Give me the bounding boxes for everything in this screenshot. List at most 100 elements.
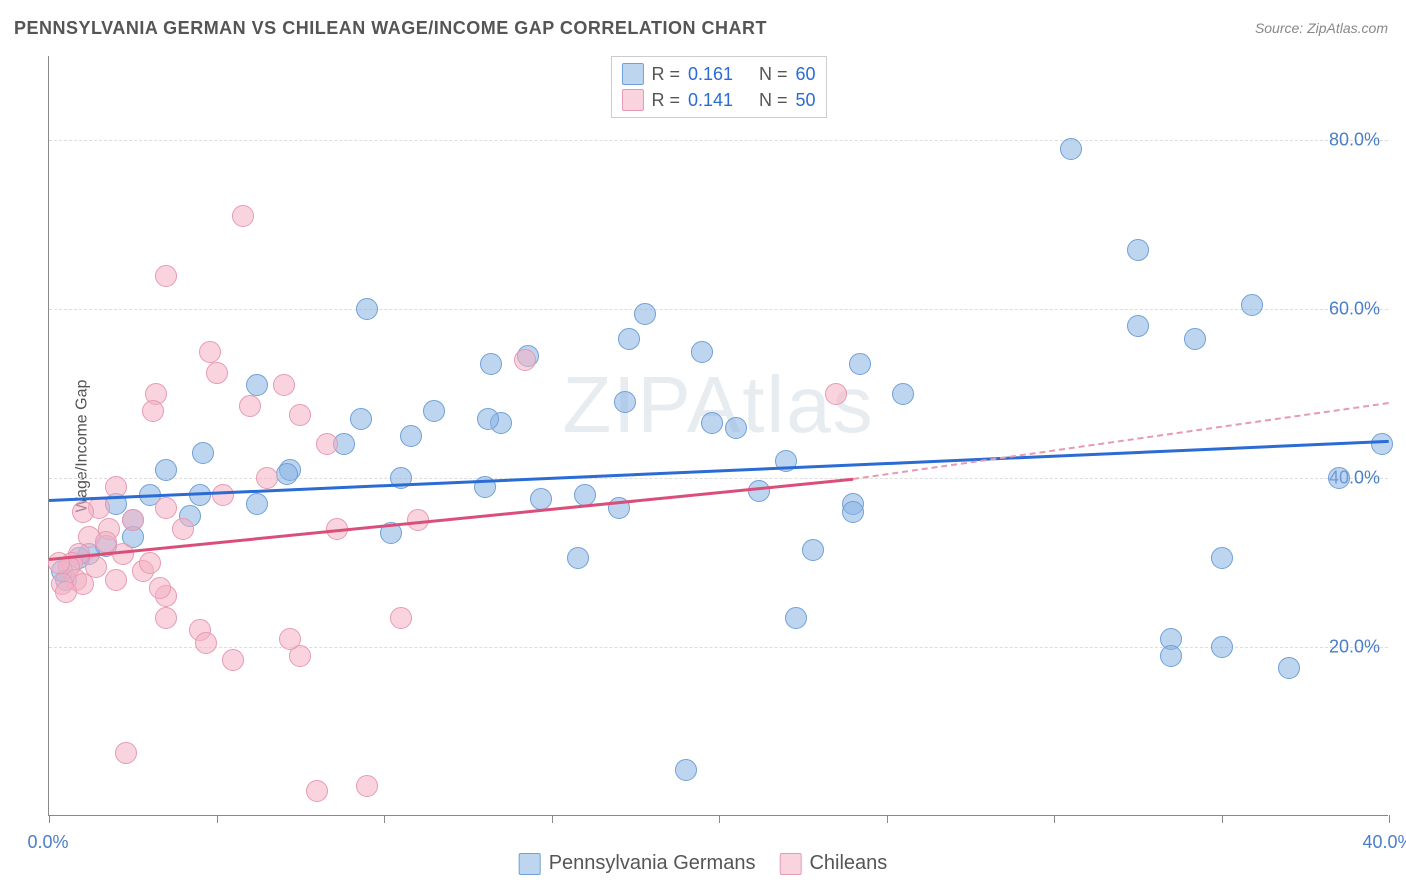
data-point [155,607,177,629]
data-point [1328,467,1350,489]
data-point [48,552,70,574]
data-point [273,374,295,396]
legend-row-series-2: R = 0.141 N = 50 [621,87,815,113]
data-point [139,552,161,574]
n-value-series-1: 60 [796,64,816,85]
swatch-series-2 [779,853,801,875]
n-label: N = [759,64,788,85]
data-point [206,362,228,384]
data-point [725,417,747,439]
series-legend: Pennsylvania Germans Chileans [519,852,888,875]
x-tick-label: 40.0% [1362,832,1406,853]
data-point [1127,239,1149,261]
data-point [122,509,144,531]
data-point [634,303,656,325]
x-tick [887,815,888,823]
data-point [232,205,254,227]
legend-item-series-1: Pennsylvania Germans [519,852,756,875]
data-point [1184,328,1206,350]
data-point [785,607,807,629]
data-point [390,607,412,629]
data-point [192,442,214,464]
data-point [675,759,697,781]
data-point [115,742,137,764]
data-point [55,581,77,603]
data-point [1371,433,1393,455]
data-point [614,391,636,413]
data-point [195,632,217,654]
legend-item-series-2: Chileans [779,852,887,875]
y-tick-label: 20.0% [1329,637,1380,658]
data-point [1127,315,1149,337]
x-tick [552,815,553,823]
data-point [1211,636,1233,658]
data-point [1241,294,1263,316]
data-point [1160,645,1182,667]
swatch-series-1 [519,853,541,875]
data-point [239,395,261,417]
data-point [849,353,871,375]
r-value-series-2: 0.141 [688,90,733,111]
data-point [172,518,194,540]
swatch-series-2 [621,89,643,111]
x-tick [1222,815,1223,823]
data-point [85,556,107,578]
x-tick [1054,815,1055,823]
data-point [256,467,278,489]
swatch-series-1 [621,63,643,85]
n-value-series-2: 50 [796,90,816,111]
data-point [400,425,422,447]
y-tick-label: 60.0% [1329,299,1380,320]
data-point [149,577,171,599]
plot-area: ZIPAtlas R = 0.161 N = 60 R = 0.141 N = … [48,56,1388,816]
data-point [1211,547,1233,569]
data-point [279,628,301,650]
data-point [289,404,311,426]
grid-line [49,647,1388,648]
data-point [155,265,177,287]
data-point [825,383,847,405]
data-point [842,501,864,523]
r-label: R = [651,64,680,85]
data-point [480,353,502,375]
x-tick [49,815,50,823]
data-point [618,328,640,350]
data-point [112,543,134,565]
x-tick [1389,815,1390,823]
data-point [1060,138,1082,160]
x-tick-label: 0.0% [27,832,68,853]
data-point [802,539,824,561]
data-point [199,341,221,363]
data-point [1278,657,1300,679]
data-point [356,298,378,320]
data-point [892,383,914,405]
chart-container: PENNSYLVANIA GERMAN VS CHILEAN WAGE/INCO… [0,0,1406,892]
x-tick [384,815,385,823]
watermark-text: ZIPAtlas [562,359,874,451]
data-point [246,493,268,515]
correlation-legend: R = 0.161 N = 60 R = 0.141 N = 50 [610,56,826,118]
legend-label-series-2: Chileans [809,852,887,875]
data-point [423,400,445,422]
data-point [105,476,127,498]
data-point [155,497,177,519]
data-point [514,349,536,371]
data-point [155,459,177,481]
x-tick [719,815,720,823]
y-tick-label: 80.0% [1329,130,1380,151]
data-point [276,463,298,485]
data-point [356,775,378,797]
grid-line [49,309,1388,310]
chart-title: PENNSYLVANIA GERMAN VS CHILEAN WAGE/INCO… [14,18,767,39]
grid-line [49,140,1388,141]
data-point [316,433,338,455]
data-point [212,484,234,506]
grid-line [49,478,1388,479]
data-point [691,341,713,363]
source-attribution: Source: ZipAtlas.com [1255,20,1388,36]
data-point [246,374,268,396]
data-point [567,547,589,569]
data-point [477,408,499,430]
n-label: N = [759,90,788,111]
data-point [222,649,244,671]
